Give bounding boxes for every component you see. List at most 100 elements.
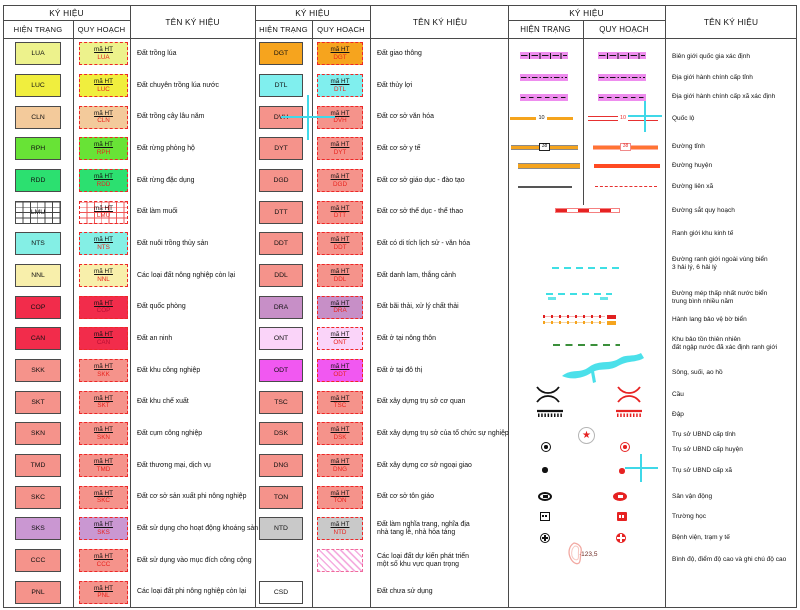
land-name-line: Đất danh lam, thắng cảnh (377, 271, 456, 279)
symbol-skc-planned: mã HT SKC (79, 485, 128, 509)
land-code: CSD (273, 588, 289, 596)
map-symbol-name: Quốc lộ (672, 110, 795, 128)
planned-code-label: mã HT (94, 109, 113, 117)
symbol-name-line: Đường mép thấp nhất nước biển (672, 290, 768, 298)
header-label: QUY HOẠCH (77, 24, 126, 34)
map-symbol-name: Đường huyện (672, 157, 795, 175)
land-code-planned: TON (333, 497, 347, 505)
symbol-dtt-current: DTT (259, 200, 303, 224)
symbol-name-line: Trụ sở UBND cấp huyện (672, 446, 743, 454)
header-label: TÊN KÝ HIỆU (412, 16, 468, 27)
land-name-line: Đất xây dựng cơ sở ngoại giao (377, 461, 472, 469)
land-code: DGD (273, 177, 289, 184)
bridge-symbol-current (536, 386, 560, 403)
land-code-planned: SKC (97, 497, 110, 505)
commune-road-symbol-current (518, 186, 572, 188)
symbol-tsc-planned: mã HT TSC (317, 390, 363, 414)
planned-code-label: mã HT (330, 173, 350, 181)
land-code: SKC (31, 493, 45, 501)
commune-boundary-symbol-current (520, 94, 568, 101)
map-symbol-name: Địa giới hành chính cấp xã xác định (672, 88, 795, 106)
planned-code-label: mã HT (94, 331, 113, 339)
land-code-planned: DTL (334, 85, 346, 93)
tide-mark-right (600, 297, 608, 300)
map-symbol-name: Sân vận động (672, 488, 795, 506)
symbol-dsk-planned: mã HT DSK (317, 422, 363, 446)
header-label: HIỆN TRẠNG (520, 24, 571, 34)
land-name-line: Đất làm muối (137, 208, 178, 216)
symbol-can-planned: mã HT CAN (79, 327, 128, 351)
symbol-name-line: Ranh giới khu kinh tế (672, 230, 734, 238)
map-symbol-name: Bình độ, điểm độ cao và ghi chú độ cao (672, 551, 795, 569)
symbol-cop-current: COP (15, 295, 61, 319)
planned-code-label: mã HT (94, 204, 113, 212)
land-type-name: Đất chưa sử dụng (377, 576, 508, 608)
symbol-dng-planned: mã HT DNG (317, 454, 363, 477)
grid-line (796, 5, 797, 608)
symbol-cln-current: CLN (15, 105, 61, 129)
land-code-planned: NNL (97, 275, 110, 283)
land-name-line: Đất làm nghĩa trang, nghĩa địa (377, 520, 470, 528)
grid-line (508, 20, 665, 21)
border-line (599, 76, 645, 79)
land-name-line: Đất chưa sử dụng (377, 588, 433, 596)
header-label: KÝ HIỆU (295, 7, 330, 18)
planned-code-label: mã HT (330, 204, 350, 212)
group1-planned-header: QUY HOẠCH (73, 20, 130, 38)
land-name-line: Đất nuôi trồng thủy sản (137, 239, 209, 247)
land-type-name: Đất sử dụng vào mục đích công cộng (137, 545, 253, 577)
planned-code-label: mã HT (330, 109, 350, 117)
land-code: NTD (274, 525, 288, 533)
land-code-planned: RPH (96, 148, 111, 156)
symbol-nts-planned: mã HT NTS (79, 232, 128, 256)
land-name-line: Các loại đất nông nghiệp còn lại (137, 271, 236, 279)
district-hq-icon-planned (620, 442, 630, 452)
symbol-ton-current: TON (259, 485, 303, 509)
land-code: NTS (31, 240, 45, 248)
symbol-skk-current: SKK (15, 359, 61, 382)
border-line (599, 96, 645, 99)
land-name-line: Đất ở tại đô thị (377, 366, 423, 374)
bridge-symbol-planned (617, 386, 641, 403)
border-line (521, 76, 567, 79)
group3-name-header: TÊN KÝ HIỆU (665, 5, 797, 38)
map-symbol-name: Cầu (672, 386, 795, 404)
land-type-name: Đất khu chế xuất (137, 386, 253, 418)
planned-code-label: mã HT (94, 584, 113, 592)
dam-symbol-planned (616, 409, 642, 417)
land-name-line: Đất trồng cây lâu năm (137, 113, 205, 121)
land-code: LUA (31, 50, 45, 58)
land-code: SKS (31, 525, 45, 533)
map-symbol-name: Đường sắt quy hoạch (672, 202, 795, 220)
land-type-name: Đất bãi thải, xử lý chất thải (377, 291, 508, 323)
grid-line (665, 5, 666, 608)
land-name-line: Đất quốc phòng (137, 303, 186, 311)
coast-corridor-symbol-orange (543, 321, 605, 324)
symbol-pnl-planned: mã HT PNL (79, 580, 128, 604)
symbol-luc-current: LUC (15, 74, 61, 97)
map-crosshair-icon (644, 100, 646, 132)
grid-line (73, 20, 74, 608)
land-name-line: Đất chuyên trồng lúa nước (137, 81, 219, 89)
land-code-planned: ODT (333, 370, 347, 378)
sea-boundary-symbol (552, 267, 620, 269)
land-code-planned: CLN (97, 117, 110, 125)
planned-code-label: mã HT (94, 521, 113, 529)
land-name-line: Đất cơ sở y tế (377, 144, 421, 152)
symbol-dtl-planned: mã HT DTL (317, 74, 363, 97)
land-code-planned: DGD (333, 180, 347, 188)
planned-code-label: mã HT (330, 363, 350, 371)
land-type-name: Đất làm muối (137, 196, 253, 228)
group3-planned-header: QUY HOẠCH (583, 20, 665, 38)
symbol-rdd-current: RDD (15, 169, 61, 192)
province-road-symbol-current: 38 (511, 142, 578, 152)
symbol-ton-planned: mã HT TON (317, 485, 363, 509)
land-name-line: Đất sử dụng vào mục đích công cộng (137, 556, 252, 564)
map-symbol-name: Đường mép thấp nhất nước biển trung bình … (672, 289, 795, 307)
header-label: KÝ HIỆU (49, 7, 84, 18)
symbol-sks-planned: mã HT SKS (79, 517, 128, 541)
dam-symbol-current (537, 409, 563, 417)
symbol-dyt-current: DYT (259, 137, 303, 161)
stadium-icon-current (538, 492, 552, 501)
symbol-sks-current: SKS (15, 517, 61, 541)
